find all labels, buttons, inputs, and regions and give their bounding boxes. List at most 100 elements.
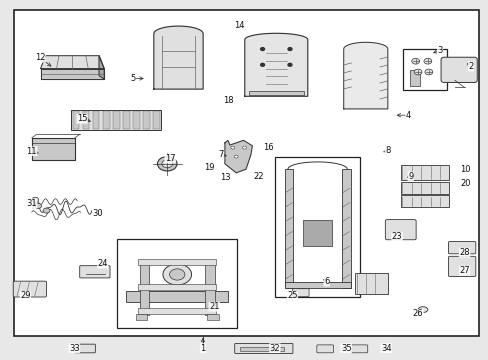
Polygon shape bbox=[154, 26, 203, 89]
Text: 13: 13 bbox=[219, 173, 230, 181]
Ellipse shape bbox=[162, 160, 172, 168]
Text: 20: 20 bbox=[459, 179, 470, 188]
Circle shape bbox=[234, 155, 238, 158]
Text: 31: 31 bbox=[26, 199, 37, 208]
Circle shape bbox=[287, 48, 291, 50]
Circle shape bbox=[43, 208, 50, 213]
Text: 9: 9 bbox=[407, 172, 412, 181]
Text: 30: 30 bbox=[92, 209, 103, 217]
Bar bbox=[71, 110, 161, 130]
Bar bbox=[82, 111, 89, 129]
Text: 8: 8 bbox=[385, 146, 389, 155]
Bar bbox=[274, 157, 360, 297]
Ellipse shape bbox=[417, 307, 427, 312]
Text: 28: 28 bbox=[458, 248, 469, 257]
FancyBboxPatch shape bbox=[447, 256, 475, 276]
FancyBboxPatch shape bbox=[234, 343, 292, 354]
Text: 22: 22 bbox=[252, 172, 263, 181]
Circle shape bbox=[260, 48, 264, 50]
FancyBboxPatch shape bbox=[13, 281, 46, 297]
Text: 2: 2 bbox=[468, 62, 472, 71]
Polygon shape bbox=[41, 68, 104, 79]
Circle shape bbox=[32, 197, 39, 202]
Circle shape bbox=[242, 146, 246, 149]
Bar bbox=[303, 220, 331, 246]
Bar bbox=[400, 195, 448, 207]
Bar bbox=[284, 282, 350, 288]
Polygon shape bbox=[224, 140, 252, 173]
Bar bbox=[409, 70, 419, 86]
Bar bbox=[239, 347, 283, 351]
Circle shape bbox=[411, 58, 419, 64]
Text: 15: 15 bbox=[77, 114, 87, 123]
Text: 10: 10 bbox=[459, 165, 470, 174]
Text: 5: 5 bbox=[130, 74, 135, 83]
Text: 21: 21 bbox=[208, 302, 219, 311]
FancyBboxPatch shape bbox=[75, 344, 95, 353]
Text: 35: 35 bbox=[340, 343, 351, 353]
Circle shape bbox=[230, 146, 234, 149]
Polygon shape bbox=[41, 56, 104, 68]
Bar bbox=[138, 260, 216, 265]
Ellipse shape bbox=[169, 269, 184, 280]
Bar bbox=[72, 111, 79, 129]
Bar bbox=[112, 111, 119, 129]
Bar bbox=[140, 262, 149, 315]
Text: 26: 26 bbox=[412, 309, 423, 318]
Text: 24: 24 bbox=[97, 259, 108, 268]
Circle shape bbox=[35, 203, 41, 208]
Bar bbox=[403, 49, 447, 90]
Circle shape bbox=[413, 69, 421, 75]
Bar bbox=[400, 182, 448, 194]
Bar bbox=[248, 91, 303, 95]
Text: 17: 17 bbox=[164, 154, 175, 163]
Circle shape bbox=[423, 58, 431, 64]
Text: 25: 25 bbox=[286, 292, 297, 300]
Text: 18: 18 bbox=[223, 96, 234, 105]
Bar bbox=[117, 239, 237, 328]
Bar bbox=[341, 169, 350, 288]
Text: 23: 23 bbox=[391, 233, 402, 241]
Bar bbox=[207, 314, 219, 320]
Circle shape bbox=[287, 63, 291, 66]
FancyBboxPatch shape bbox=[80, 266, 110, 278]
Bar bbox=[138, 284, 216, 289]
Bar bbox=[122, 111, 129, 129]
Bar bbox=[284, 169, 293, 288]
Polygon shape bbox=[99, 56, 104, 79]
Bar bbox=[126, 291, 228, 302]
Bar bbox=[102, 111, 109, 129]
Text: 33: 33 bbox=[69, 343, 80, 353]
FancyBboxPatch shape bbox=[440, 57, 476, 82]
Bar bbox=[204, 262, 214, 315]
Text: 29: 29 bbox=[20, 292, 31, 300]
Bar bbox=[32, 138, 75, 160]
Text: 12: 12 bbox=[35, 53, 45, 62]
Bar bbox=[400, 165, 448, 180]
FancyBboxPatch shape bbox=[385, 220, 415, 240]
Bar bbox=[142, 111, 149, 129]
Text: 7: 7 bbox=[218, 150, 223, 159]
Text: 11: 11 bbox=[26, 147, 37, 156]
Text: 32: 32 bbox=[269, 343, 280, 353]
Text: 14: 14 bbox=[234, 21, 244, 30]
Bar bbox=[153, 111, 160, 129]
Bar bbox=[138, 308, 216, 314]
FancyBboxPatch shape bbox=[350, 345, 367, 353]
FancyBboxPatch shape bbox=[292, 289, 308, 297]
Bar bbox=[135, 314, 147, 320]
FancyBboxPatch shape bbox=[447, 242, 475, 254]
Text: 19: 19 bbox=[203, 163, 214, 172]
Text: 27: 27 bbox=[458, 266, 469, 275]
Text: 4: 4 bbox=[405, 111, 410, 120]
Bar bbox=[354, 273, 387, 294]
Bar bbox=[92, 111, 99, 129]
Text: 6: 6 bbox=[324, 277, 328, 286]
Circle shape bbox=[424, 69, 432, 75]
Text: 3: 3 bbox=[437, 46, 442, 55]
Text: 1: 1 bbox=[200, 343, 205, 353]
Text: 34: 34 bbox=[380, 343, 391, 353]
Ellipse shape bbox=[157, 157, 177, 171]
Polygon shape bbox=[343, 42, 387, 109]
Ellipse shape bbox=[163, 264, 191, 285]
